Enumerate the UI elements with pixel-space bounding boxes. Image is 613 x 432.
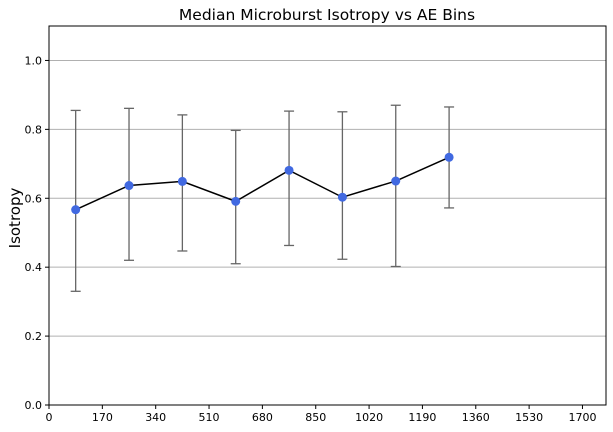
x-tick-label: 0 (46, 411, 53, 424)
x-tick-label: 1700 (568, 411, 596, 424)
y-tick-label: 1.0 (25, 54, 43, 67)
x-tick-label: 1020 (355, 411, 383, 424)
data-point (177, 176, 187, 186)
y-tick-label: 0.6 (25, 192, 43, 205)
data-point (284, 165, 294, 175)
plot-frame (48, 25, 607, 406)
y-tick-label: 0.2 (25, 330, 43, 343)
data-point (124, 181, 134, 191)
tick-marks: 0.0 0.2 0.4 0.6 0.8 1.0 0 170 340 510 680 850 1020 11… (25, 54, 597, 424)
chart-title: Median Microburst Isotropy vs AE Bins (179, 6, 475, 24)
grid-lines (49, 59, 606, 406)
x-tick-label: 1360 (462, 411, 490, 424)
data-point (391, 176, 401, 186)
axes (48, 25, 607, 406)
x-tick-label: 170 (92, 411, 113, 424)
x-tick-label: 1530 (515, 411, 543, 424)
data-point (337, 192, 347, 202)
x-tick-label: 510 (199, 411, 220, 424)
x-tick-label: 1190 (408, 411, 436, 424)
series-line-group (75, 156, 450, 211)
y-tick-label: 0.8 (25, 123, 43, 136)
y-tick-label: 0.0 (25, 399, 43, 412)
data-point (71, 205, 81, 215)
x-tick-label: 340 (145, 411, 166, 424)
x-tick-label: 680 (252, 411, 273, 424)
y-tick-label: 0.4 (25, 261, 43, 274)
data-point (444, 152, 454, 162)
data-points (71, 152, 454, 215)
x-tick-label: 850 (305, 411, 326, 424)
series-line (75, 156, 450, 211)
data-point (231, 196, 241, 206)
y-axis-label: Isotropy (6, 188, 24, 249)
